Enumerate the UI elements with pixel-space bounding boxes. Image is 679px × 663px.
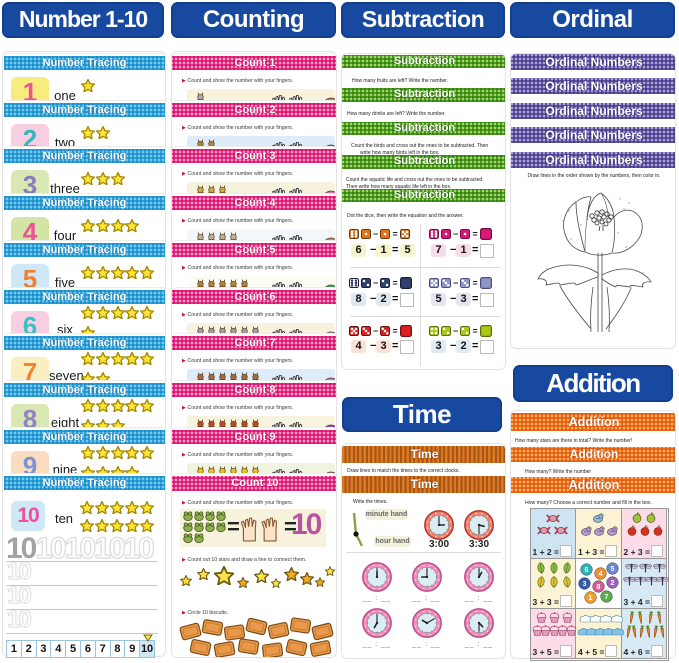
svg-text:4: 4 xyxy=(599,571,603,578)
svg-text:8: 8 xyxy=(597,584,601,591)
svg-text:7: 7 xyxy=(605,594,609,601)
svg-text:6: 6 xyxy=(585,567,589,574)
svg-text:5: 5 xyxy=(611,566,615,573)
svg-text:2: 2 xyxy=(611,580,615,587)
svg-text:3: 3 xyxy=(583,581,587,588)
svg-text:1: 1 xyxy=(589,595,593,602)
